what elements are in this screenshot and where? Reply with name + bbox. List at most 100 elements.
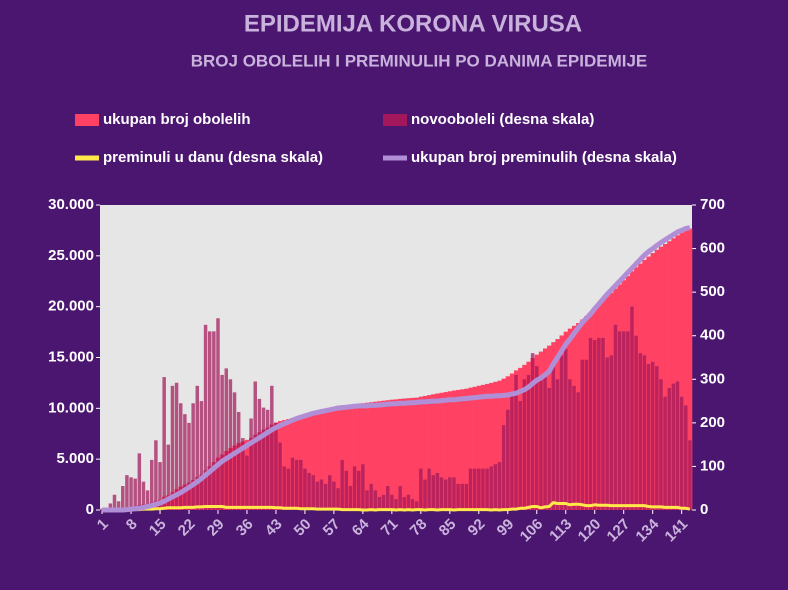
cumulative-bar [663, 244, 668, 511]
bar [282, 466, 286, 510]
bar [435, 472, 440, 510]
bar [592, 340, 597, 510]
bar [228, 379, 233, 510]
bar [100, 508, 104, 510]
bar [563, 348, 568, 510]
bar [145, 490, 150, 510]
bar [597, 337, 601, 510]
bar [675, 381, 680, 510]
bar [357, 470, 361, 510]
bar [472, 468, 477, 510]
legend-label: ukupan broj preminulih (desna skala) [411, 149, 677, 166]
bar [493, 464, 498, 510]
bar [679, 396, 684, 510]
cumulative-bar [331, 409, 337, 510]
bar [605, 357, 609, 510]
cumulative-bar [679, 232, 685, 511]
bar [555, 379, 560, 510]
bar [241, 438, 245, 510]
bar [183, 414, 187, 510]
bar [365, 490, 369, 510]
bar [402, 496, 407, 510]
bar [601, 337, 605, 510]
cumulative-bar [427, 395, 432, 510]
legend-label: novooboleli (desna skala) [411, 111, 594, 128]
bar [650, 361, 655, 510]
bar [361, 464, 365, 510]
x-tick-label: 120 [575, 516, 605, 546]
bar [236, 411, 241, 510]
cumulative-bar [335, 408, 341, 510]
bar [406, 494, 411, 510]
bar [220, 374, 224, 510]
bar [170, 385, 175, 510]
cumulative-bar [451, 390, 457, 510]
y-tick-label: 30.000 [48, 196, 94, 213]
bar [514, 374, 518, 510]
bar [501, 425, 506, 510]
cumulative-bar [460, 389, 465, 510]
bar [464, 483, 469, 510]
y2-tick-label: 500 [700, 283, 725, 300]
cumulative-bar [286, 419, 291, 510]
x-tick-label: 78 [407, 516, 431, 540]
bar [617, 331, 622, 510]
bar [216, 318, 220, 510]
bar [290, 457, 295, 510]
legend-swatch [75, 114, 99, 126]
line [102, 225, 691, 513]
bar [414, 501, 419, 510]
cumulative-bar [315, 412, 320, 510]
bar [319, 479, 324, 510]
cumulative-bar [348, 406, 353, 510]
y2-tick-label: 200 [700, 414, 725, 431]
cumulative-bar [360, 403, 366, 510]
bar [224, 368, 229, 510]
bar [158, 462, 162, 510]
cumulative-bar [377, 401, 382, 510]
cumulative-bar [306, 413, 312, 510]
cumulative-bar [323, 410, 328, 510]
chart-title: EPIDEMIJA KORONA VIRUSA [244, 10, 582, 37]
bar [510, 392, 514, 510]
cumulative-bar [327, 409, 333, 510]
bar [588, 337, 593, 510]
bar [663, 396, 667, 510]
cumulative-bar [456, 389, 461, 510]
bar [394, 499, 398, 510]
bar [609, 355, 614, 510]
bar [572, 385, 576, 510]
legend-label: ukupan broj obolelih [103, 111, 251, 128]
cumulative-bar [340, 407, 345, 510]
bar [613, 324, 618, 510]
bar [443, 479, 448, 510]
bar [108, 503, 113, 510]
bar [526, 374, 531, 510]
cumulative-bar [667, 241, 672, 510]
bar [655, 366, 659, 510]
bar [373, 490, 378, 510]
bar [522, 379, 527, 510]
bar [398, 486, 402, 510]
bar [381, 494, 386, 510]
bar [506, 409, 510, 510]
bar [385, 486, 390, 510]
bar [137, 453, 142, 510]
cumulative-bar [447, 391, 453, 510]
cumulative-bar [443, 392, 449, 510]
bar [485, 468, 489, 510]
bar [270, 385, 274, 510]
cumulative-bar [480, 384, 486, 510]
cumulative-bar [389, 399, 395, 510]
bar [530, 353, 535, 510]
bar [390, 494, 394, 510]
legend-swatch [75, 155, 99, 161]
bar [460, 483, 464, 510]
x-tick-label: 92 [465, 516, 489, 540]
legend-swatch [383, 114, 407, 126]
x-tick-label: 1 [94, 516, 112, 534]
x-tick-label: 71 [378, 516, 402, 540]
bar [174, 382, 179, 510]
bar [448, 477, 452, 510]
cumulative-bar [319, 411, 324, 510]
